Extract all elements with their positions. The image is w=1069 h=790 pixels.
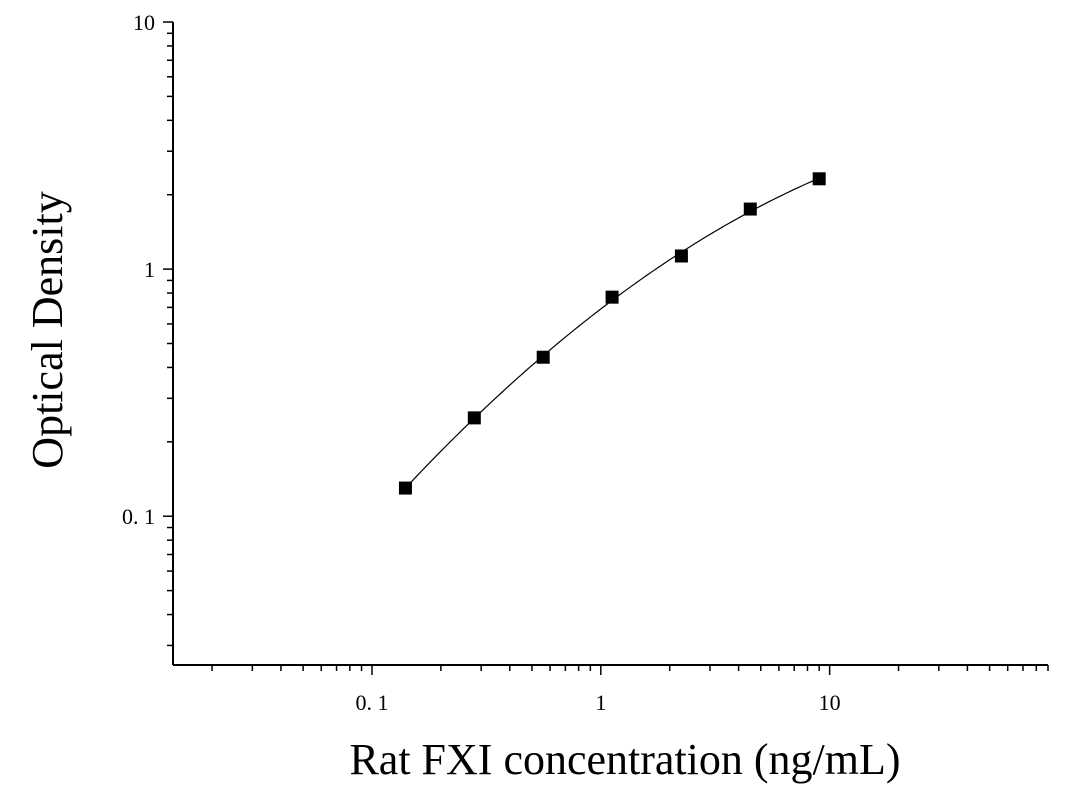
x-tick-label: 10 (819, 690, 841, 715)
y-ticks (163, 21, 173, 647)
x-tick-label: 0. 1 (356, 690, 389, 715)
data-point (674, 249, 688, 263)
x-tick-label: 1 (595, 690, 606, 715)
x-ticks (211, 665, 1049, 675)
x-axis-title: Rat FXI concentration (ng/mL) (349, 735, 900, 784)
x-tick-labels: 0. 1 1 10 (356, 690, 841, 715)
data-point (467, 411, 481, 425)
y-tick-label: 0. 1 (122, 504, 155, 529)
y-tick-labels: 0. 1 1 10 (122, 10, 155, 529)
data-point (536, 350, 550, 364)
y-tick-label: 1 (144, 257, 155, 282)
y-tick-label: 10 (133, 10, 155, 35)
fit-curve (405, 177, 820, 489)
axes (172, 22, 1048, 666)
y-axis-title: Optical Density (23, 191, 72, 468)
data-point (398, 481, 412, 495)
data-points (398, 172, 826, 495)
data-point (812, 172, 826, 186)
data-point (743, 202, 757, 216)
data-point (605, 290, 619, 304)
